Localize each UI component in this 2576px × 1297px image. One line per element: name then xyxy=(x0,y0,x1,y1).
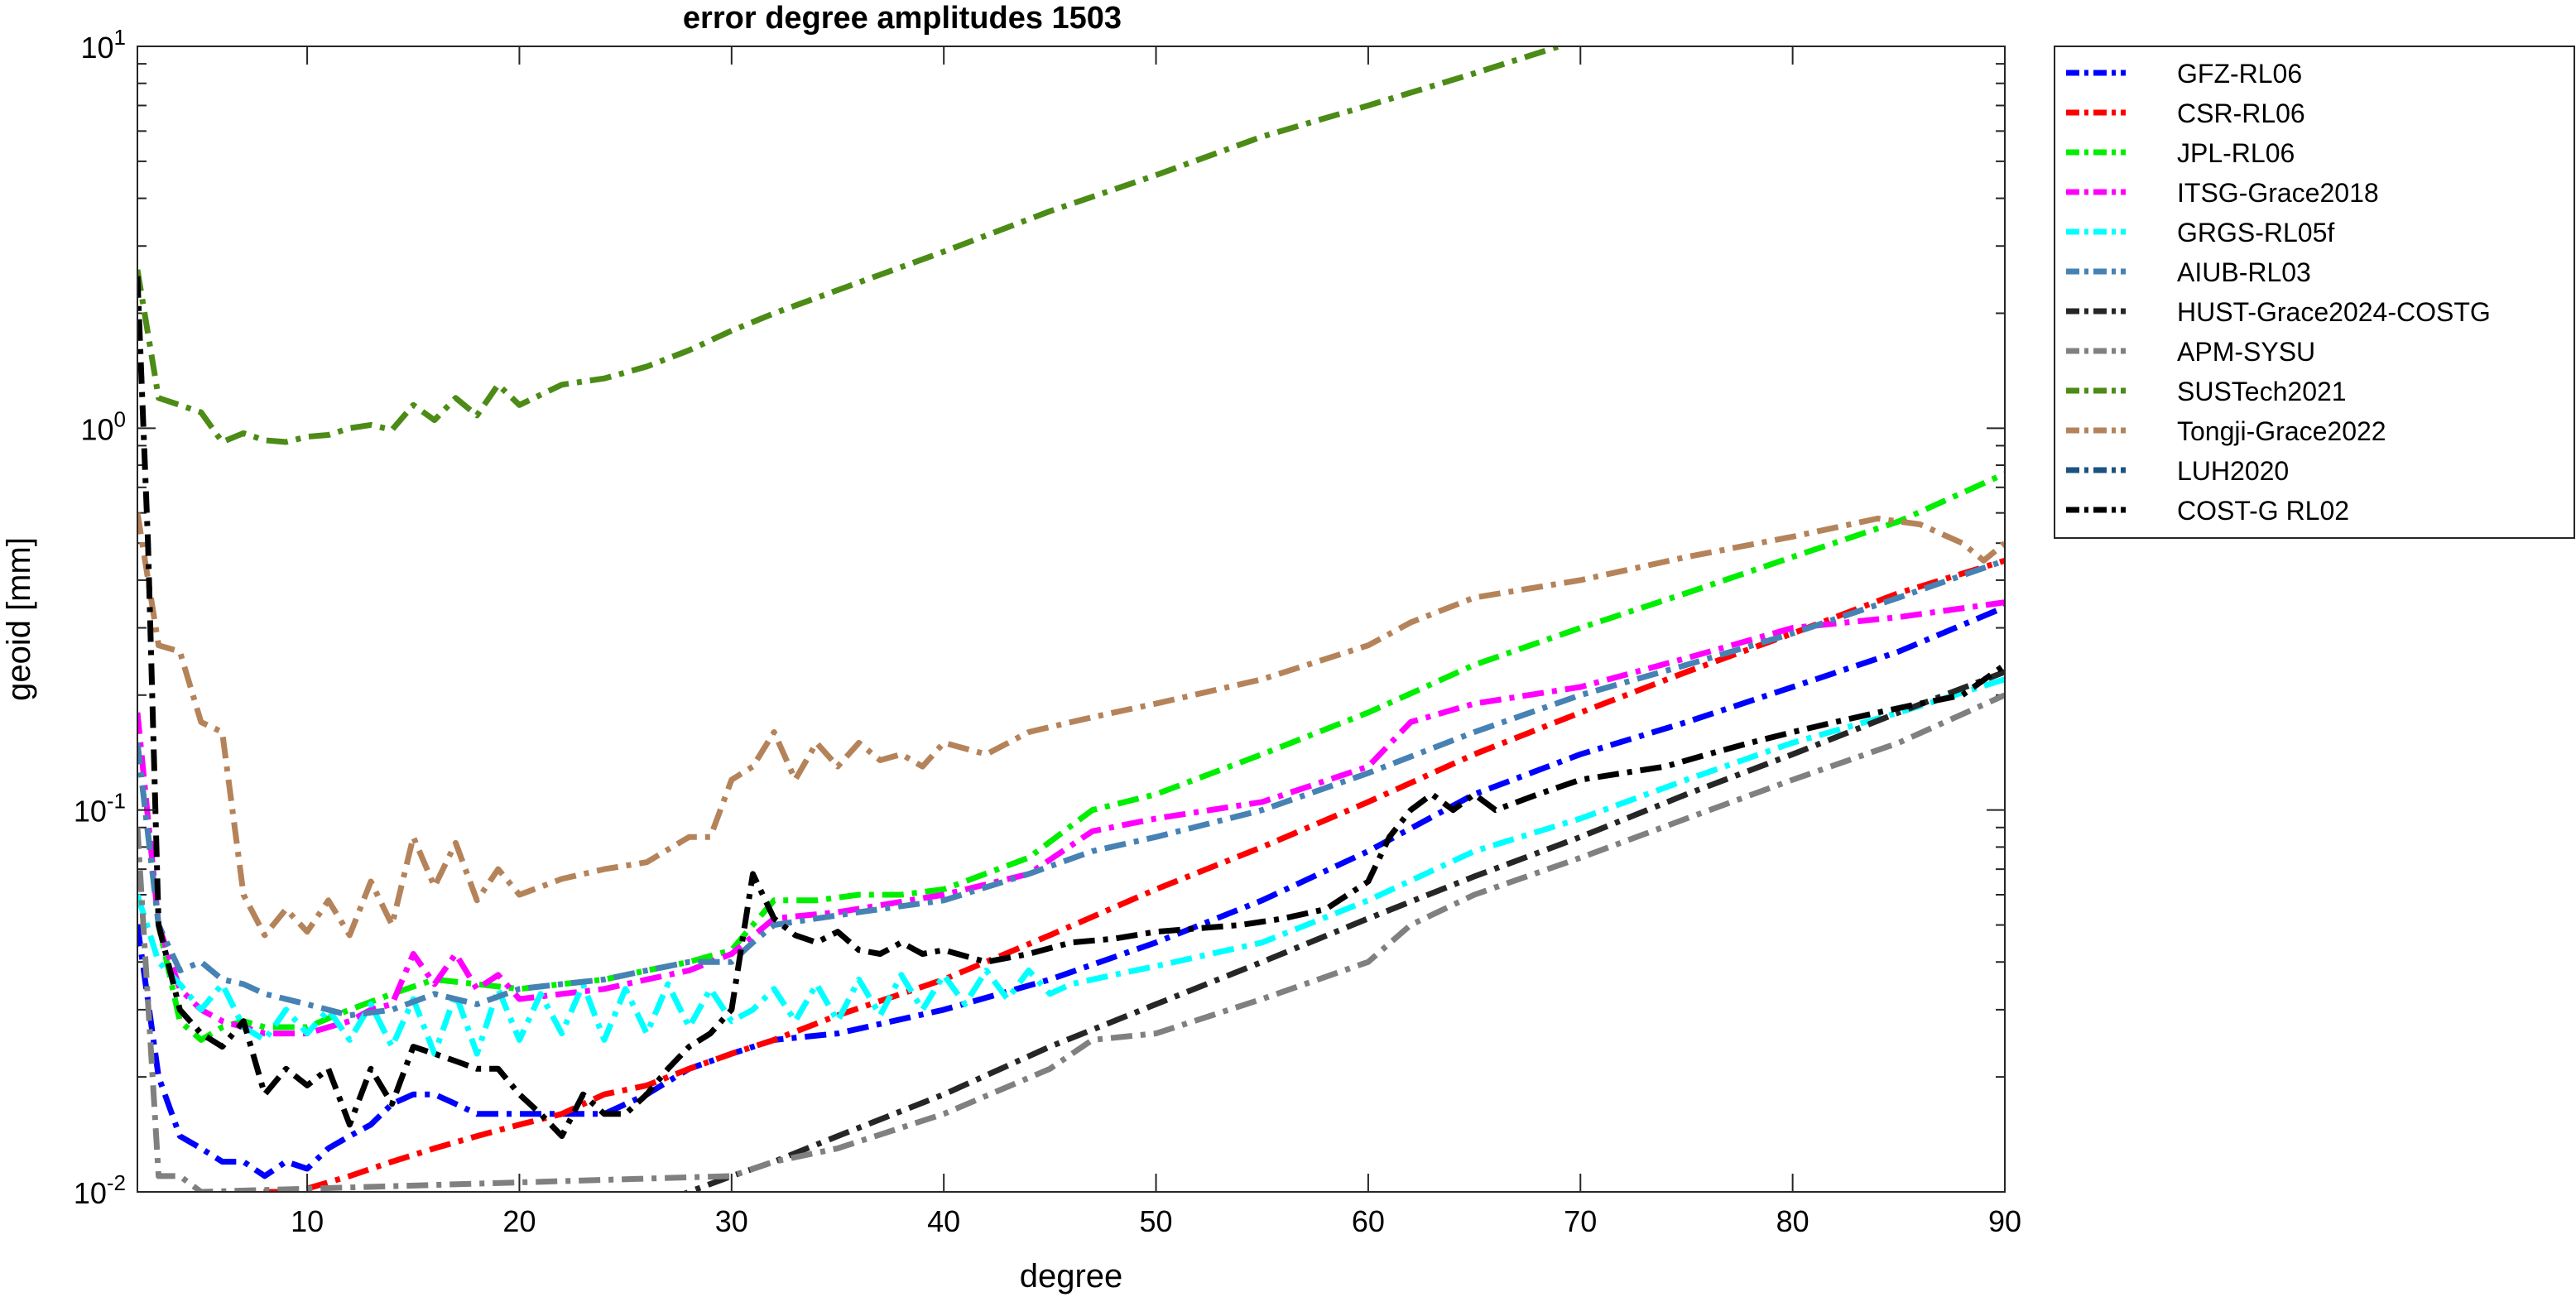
y-tick-label: 10-1 xyxy=(74,789,126,829)
chart-title: error degree amplitudes 1503 xyxy=(683,1,1122,36)
legend: GFZ-RL06 CSR-RL06 JPL-RL06 ITSG-Grace2018 GR… xyxy=(2054,46,2575,539)
x-axis: 10 20 30 40 50 60 70 80 90 xyxy=(291,46,2021,1238)
series-line-tongji-grace2022 xyxy=(137,512,2005,939)
legend-label: HUST-Grace2024-COSTG xyxy=(2177,297,2491,327)
x-tick-label: 40 xyxy=(927,1204,960,1238)
legend-label: APM-SYSU xyxy=(2177,337,2315,367)
x-tick-label: 80 xyxy=(1776,1204,1809,1238)
y-axis-label: geoid [mm] xyxy=(1,537,37,701)
series-line-apm-sysu xyxy=(137,692,2005,1192)
series-lines xyxy=(137,46,2005,1192)
x-tick-label: 20 xyxy=(502,1204,536,1238)
plot-background xyxy=(137,46,2005,1192)
legend-label: LUH2020 xyxy=(2177,456,2289,486)
series-line-gfz-rl06 xyxy=(137,604,2005,1179)
x-tick-label: 30 xyxy=(715,1204,748,1238)
plot-frame xyxy=(137,46,2006,1193)
series-line-aiub-rl03 xyxy=(137,557,2005,1019)
legend-label: COST-G RL02 xyxy=(2177,496,2349,526)
series-line-itsg-grace2018 xyxy=(137,599,2005,1037)
x-tick-label: 70 xyxy=(1564,1204,1597,1238)
x-tick-label: 90 xyxy=(1988,1204,2021,1238)
legend-label: Tongji-Grace2022 xyxy=(2177,416,2386,446)
series-line-cost-g-rl02 xyxy=(137,276,2005,1140)
x-axis-label: degree xyxy=(1020,1258,1123,1295)
legend-label: AIUB-RL03 xyxy=(2177,257,2311,287)
x-tick-label: 50 xyxy=(1140,1204,1173,1238)
legend-box xyxy=(2054,46,2575,539)
legend-label: GRGS-RL05f xyxy=(2177,218,2334,247)
series-line-sustech2021 xyxy=(137,46,1560,445)
legend-label: CSR-RL06 xyxy=(2177,98,2305,128)
legend-label: SUSTech2021 xyxy=(2177,377,2347,406)
x-tick-label: 10 xyxy=(291,1204,324,1238)
y-tick-label: 10-2 xyxy=(74,1170,126,1210)
legend-label: JPL-RL06 xyxy=(2177,138,2295,168)
x-tick-label: 60 xyxy=(1352,1204,1385,1238)
legend-label: ITSG-Grace2018 xyxy=(2177,178,2379,208)
y-tick-label: 101 xyxy=(80,25,126,65)
series-line-csr-rl06 xyxy=(246,557,2005,1192)
legend-label: GFZ-RL06 xyxy=(2177,59,2302,89)
series-line-jpl-rl06 xyxy=(137,471,2005,1043)
y-axis: 10-2 10-1 100 101 xyxy=(74,25,2005,1210)
y-tick-label: 100 xyxy=(80,406,126,446)
